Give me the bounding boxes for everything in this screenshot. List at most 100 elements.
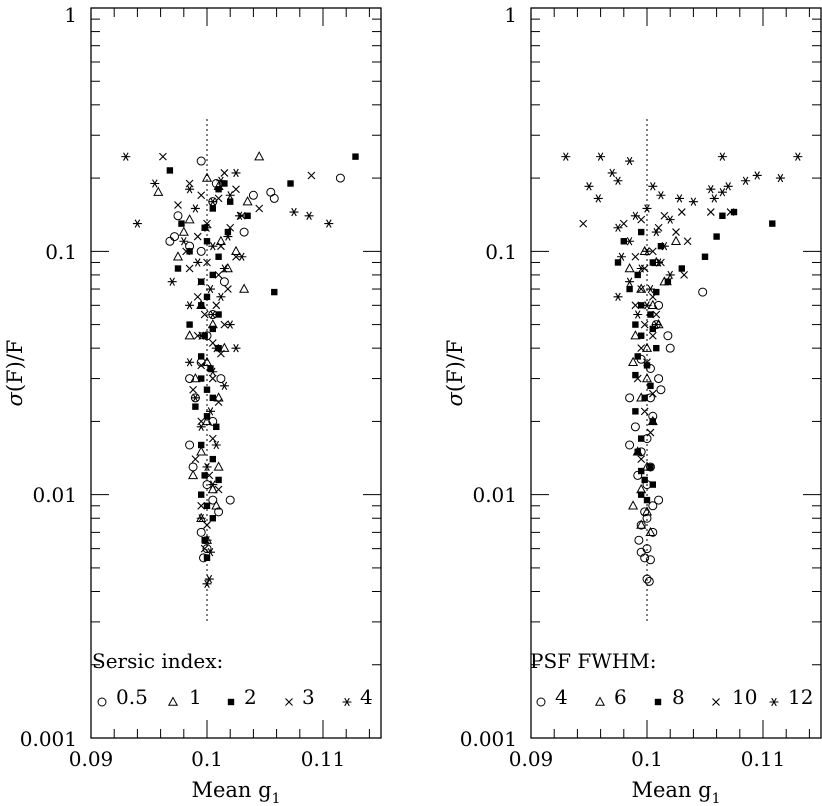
data-point xyxy=(209,394,216,402)
data-point xyxy=(613,223,623,232)
data-point xyxy=(121,152,131,161)
data-point xyxy=(638,302,645,309)
data-point xyxy=(633,374,642,383)
data-point xyxy=(269,193,279,203)
y-axis-label-sigma: σ xyxy=(3,391,27,406)
data-point xyxy=(208,434,217,443)
data-point xyxy=(561,152,571,161)
data-point xyxy=(674,194,684,203)
data-point xyxy=(215,311,222,318)
data-point xyxy=(226,223,235,232)
data-point xyxy=(211,343,221,353)
data-point xyxy=(202,536,212,545)
data-point xyxy=(630,422,640,432)
legend-item: 3 xyxy=(285,685,315,709)
data-point xyxy=(203,502,211,510)
legend: Sersic index: 0.5 1 2 3 4 xyxy=(92,649,373,709)
legend-label: 12 xyxy=(788,685,813,709)
data-point xyxy=(216,292,226,302)
data-point xyxy=(196,422,206,432)
data-point xyxy=(201,472,208,479)
data-point xyxy=(198,353,205,360)
data-point xyxy=(185,358,195,367)
y-axis-label-rest: (F)/F xyxy=(3,340,27,393)
data-point xyxy=(213,461,224,471)
tick-marks xyxy=(90,7,381,739)
y-tick-label: 0.01 xyxy=(32,483,77,507)
data-point xyxy=(625,237,635,246)
data-point xyxy=(185,301,195,310)
data-point xyxy=(174,201,182,209)
data-point xyxy=(208,495,218,505)
data-point xyxy=(645,284,655,294)
data-point xyxy=(645,526,656,537)
data-point xyxy=(205,471,214,480)
data-point xyxy=(198,375,205,382)
data-point xyxy=(153,186,164,196)
data-point xyxy=(196,514,206,523)
data-point xyxy=(222,262,233,273)
data-point xyxy=(688,197,698,206)
data-point xyxy=(196,527,206,537)
data-point xyxy=(219,277,229,287)
legend-label: 4 xyxy=(360,685,373,709)
data-point xyxy=(254,151,265,161)
data-point xyxy=(654,300,664,310)
data-point xyxy=(607,168,617,178)
data-point xyxy=(271,288,278,296)
legend-marker xyxy=(594,696,606,706)
data-point xyxy=(201,356,213,366)
data-point xyxy=(214,507,224,517)
data-point xyxy=(663,331,673,341)
x-tick-label: 0.11 xyxy=(301,747,346,771)
legend-title: Sersic index: xyxy=(92,649,223,673)
data-point xyxy=(178,226,189,236)
data-point xyxy=(628,500,639,510)
data-point xyxy=(209,205,216,212)
data-point xyxy=(203,293,211,301)
data-point xyxy=(188,462,198,472)
data-point xyxy=(213,423,220,431)
data-point xyxy=(216,374,226,384)
data-point xyxy=(677,208,686,216)
data-point xyxy=(244,212,251,219)
legend-label: 3 xyxy=(302,685,315,709)
y-tick-label: 0.001 xyxy=(460,727,517,751)
data-point xyxy=(221,180,228,187)
data-point xyxy=(613,292,623,302)
data-point xyxy=(638,435,645,442)
data-point xyxy=(185,264,194,273)
data-point xyxy=(214,398,223,407)
data-point xyxy=(179,237,189,246)
y-tick-label: 0.1 xyxy=(485,240,517,264)
data-point xyxy=(191,455,200,463)
data-point xyxy=(636,264,646,273)
x-tick-label: 0.09 xyxy=(509,747,554,771)
data-point xyxy=(634,353,641,360)
data-point xyxy=(649,418,656,425)
data-point xyxy=(640,407,649,416)
data-point xyxy=(193,292,202,301)
data-point xyxy=(211,440,221,450)
data-point xyxy=(632,321,639,328)
data-point xyxy=(165,236,175,246)
data-point xyxy=(619,219,628,228)
data-point xyxy=(223,285,232,293)
data-point xyxy=(225,320,235,329)
left-chart-panel: 1 0.1 0.01 0.001 0.09 0.1 0.11 Mean g1 σ… xyxy=(3,3,382,806)
y-axis-label: σ(F)/F xyxy=(443,340,467,407)
data-point xyxy=(642,204,652,213)
y-tick-label: 1 xyxy=(504,3,517,27)
data-point xyxy=(307,171,316,180)
data-point xyxy=(209,515,216,522)
data-point xyxy=(207,483,218,494)
data-point xyxy=(641,506,653,516)
data-point xyxy=(644,576,654,586)
legend-label: 1 xyxy=(189,685,202,709)
data-point xyxy=(197,277,206,286)
x-axis-label-main: Mean g xyxy=(191,778,271,802)
data-point xyxy=(232,185,240,194)
y-tick-label: 0.01 xyxy=(472,483,517,507)
legend-item: 0.5 xyxy=(97,685,148,709)
